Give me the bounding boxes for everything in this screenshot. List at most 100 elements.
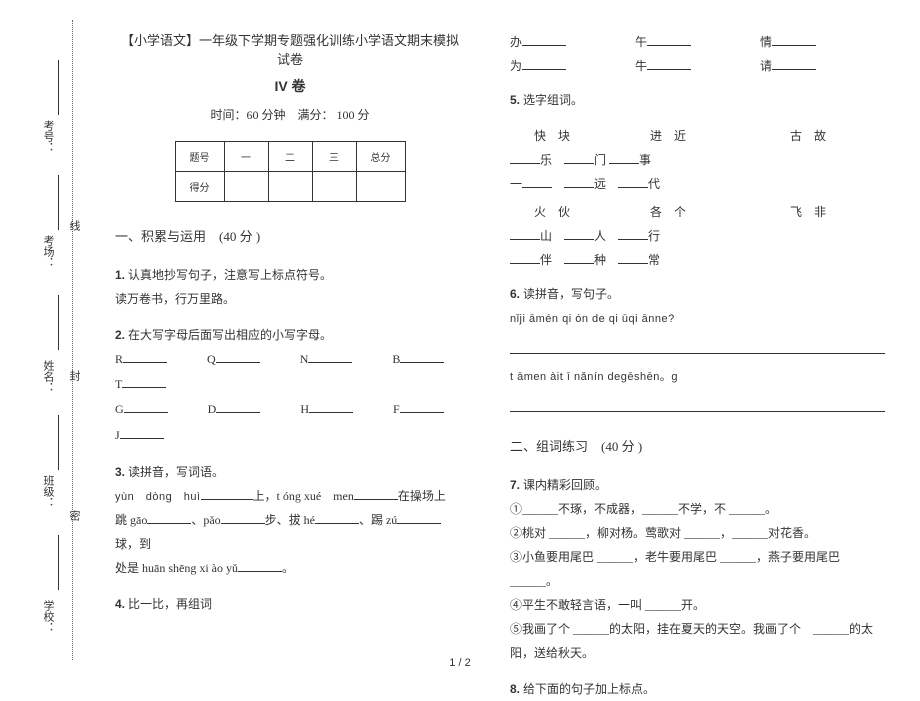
q3-text: 读拼音，写词语。: [128, 465, 224, 479]
q7-item3: ③小鱼要用尾巴 ______，老牛要用尾巴 ______，燕子要用尾巴_____…: [510, 550, 840, 588]
q2-num: 2.: [115, 328, 125, 342]
section2-title: 二、组词练习 (40 分 ): [510, 436, 885, 455]
q2-letter: N: [300, 347, 309, 372]
q6-text: 读拼音，写句子。: [523, 287, 619, 301]
binding-sidebar: 考号： 考场： 姓名： 班级： 学校： 线 封 密: [0, 0, 90, 681]
question-6: 6. 读拼音，写句子。 nǐji āmén qi ón de qi ūqi ān…: [510, 282, 885, 412]
th-3: 三: [312, 142, 356, 172]
q4-grid: 办 午 情 为 牛 请: [510, 30, 885, 78]
exam-subtitle: IV 卷: [115, 76, 465, 96]
label-school: 学校：: [40, 600, 56, 633]
score-value-row: 得分: [175, 172, 405, 202]
q3-t3a: 处是 huān shēng xi ào yǔ: [115, 561, 238, 575]
q2-letter: H: [300, 397, 309, 422]
blank: [522, 32, 566, 46]
blank: [510, 226, 540, 240]
label-exam-room: 考场：: [40, 235, 56, 268]
q2-letter: G: [115, 397, 124, 422]
q2-letter: R: [115, 347, 123, 372]
question-2: 2. 在大写字母后面写出相应的小写字母。 R Q N B T G D H F J: [115, 323, 465, 448]
blank: [647, 56, 691, 70]
marker-mi: 密: [66, 510, 82, 521]
blank: [618, 250, 648, 264]
question-4: 4. 比一比，再组词: [115, 592, 465, 616]
line-school: [58, 535, 59, 590]
q3-t2c: 步、拔 hé: [265, 513, 315, 527]
blank: [522, 56, 566, 70]
q8-text: 给下面的句子加上标点。: [523, 682, 655, 696]
dotted-fold-line: [72, 20, 73, 660]
td-blank: [268, 172, 312, 202]
q4-char: 情: [760, 35, 772, 49]
exam-title: 【小学语文】一年级下学期专题强化训练小学语文期末模拟试卷: [115, 30, 465, 68]
q3-t2b: 、pǎo: [191, 513, 220, 527]
q2-letter: D: [208, 397, 217, 422]
blank: [400, 349, 444, 363]
q5-g1: 快 块: [510, 124, 650, 148]
blank: [216, 399, 260, 413]
blank: [122, 374, 166, 388]
q4-text: 比一比，再组词: [128, 597, 212, 611]
q3-pinyin: yùn dòng huì: [115, 491, 201, 503]
q7-num: 7.: [510, 478, 520, 492]
q3-num: 3.: [115, 465, 125, 479]
blank: [309, 399, 353, 413]
blank: [618, 174, 648, 188]
q5-body: 快 块 进 近 古 故 乐 门 事 一 远 代 火 伙 各 个 飞 非 山 人 …: [510, 124, 885, 272]
q5-g4: 火 伙: [510, 200, 650, 224]
q4-char: 为: [510, 59, 522, 73]
q2-letter: B: [392, 347, 400, 372]
blank: [647, 32, 691, 46]
q2-letter: T: [115, 372, 122, 397]
q5-text: 选字组词。: [523, 93, 583, 107]
th-num: 题号: [175, 142, 224, 172]
blank: [238, 558, 282, 572]
th-1: 一: [224, 142, 268, 172]
q3-t3b: 。: [282, 561, 294, 575]
blank: [564, 226, 594, 240]
line-class: [58, 415, 59, 470]
th-2: 二: [268, 142, 312, 172]
q5-g3: 古 故: [790, 124, 826, 148]
page-content: 【小学语文】一年级下学期专题强化训练小学语文期末模拟试卷 IV 卷 时间：60 …: [100, 0, 920, 681]
q5-num: 5.: [510, 93, 520, 107]
blank: [354, 486, 398, 500]
blank: [510, 250, 540, 264]
marker-xian: 线: [66, 220, 82, 231]
blank: [772, 56, 816, 70]
q3-t2d: 、踢 zú: [359, 513, 397, 527]
line-exam-number: [58, 60, 59, 115]
q4-char: 请: [760, 59, 772, 73]
question-5: 5. 选字组词。: [510, 88, 885, 112]
q6-line2: t āmen àit ī nǎnín degēshēn。g: [510, 371, 678, 383]
q5-g5: 各 个: [650, 200, 790, 224]
blank: [221, 510, 265, 524]
q7-item1: ①______不琢，不成器，______不学，不 ______。: [510, 502, 777, 516]
blank: [400, 399, 444, 413]
blank: [564, 250, 594, 264]
blank: [564, 150, 594, 164]
blank: [397, 510, 441, 524]
column-right: 办 午 情 为 牛 请 5. 选字组词。 快 块 进 近 古 故 乐 门 事 一…: [480, 0, 900, 681]
q6-num: 6.: [510, 287, 520, 301]
blank: [201, 486, 253, 500]
q4-char: 办: [510, 35, 522, 49]
label-class: 班级：: [40, 475, 56, 508]
q7-text: 课内精彩回顾。: [523, 478, 607, 492]
q7-item4: ④平生不敢轻言语，一叫 ______开。: [510, 598, 705, 612]
blank: [510, 150, 540, 164]
label-name: 姓名：: [40, 360, 56, 393]
q8-num: 8.: [510, 682, 520, 696]
q2-letter: Q: [207, 347, 216, 372]
q4-num: 4.: [115, 597, 125, 611]
blank: [120, 425, 164, 439]
answer-line: [510, 394, 885, 412]
blank: [772, 32, 816, 46]
q7-item2: ②桃对 ______，柳对杨。莺歌对 ______，______对花香。: [510, 526, 816, 540]
td-blank: [224, 172, 268, 202]
q3-t2e: 球，到: [115, 537, 151, 551]
q5-g2: 进 近: [650, 124, 790, 148]
blank: [609, 150, 639, 164]
blank: [216, 349, 260, 363]
score-table: 题号 一 二 三 总分 得分: [175, 141, 406, 202]
